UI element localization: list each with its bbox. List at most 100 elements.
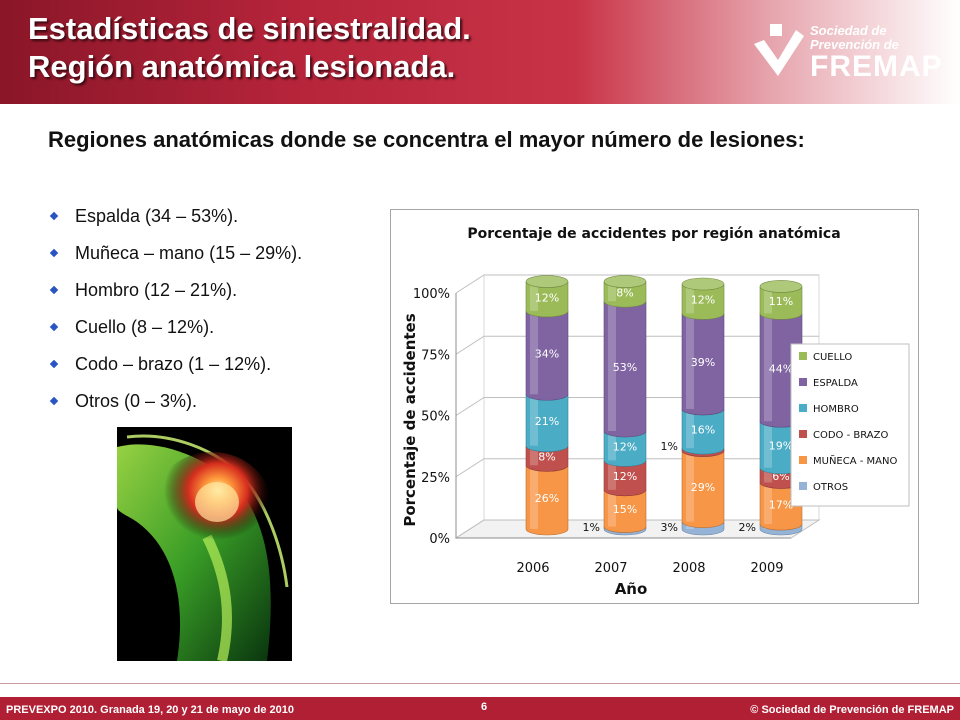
x-tick-label: 2007: [594, 561, 627, 576]
chart-legend: [790, 343, 910, 507]
bar-highlight: [686, 286, 694, 314]
shoulder-xray-image: [117, 427, 292, 661]
bar-highlight: [686, 452, 694, 522]
footer-event: PREVEXPO 2010. Granada 19, 20 y 21 de ma…: [6, 704, 294, 716]
data-label: 44%: [769, 362, 793, 375]
data-label: 8%: [616, 286, 633, 299]
data-label: 34%: [535, 348, 559, 361]
fremap-logo: Sociedad de Prevención de FREMAP: [752, 20, 942, 90]
bullet-item: Otros (0 – 3%).: [48, 383, 302, 420]
y-tick-label: 0%: [429, 532, 450, 547]
legend-label: HOMBRO: [813, 404, 859, 415]
legend-swatch: [799, 456, 807, 464]
bar-highlight: [608, 433, 616, 461]
bullet-item: Hombro (12 – 21%).: [48, 272, 302, 309]
bar-highlight: [686, 410, 694, 449]
shoulder-illustration: [117, 427, 292, 661]
bullet-diamond-icon: [49, 285, 59, 295]
bar-highlight: [686, 315, 694, 409]
bullet-item: Codo – brazo (1 – 12%).: [48, 346, 302, 383]
legend-swatch: [799, 404, 807, 412]
data-label: 1%: [583, 521, 600, 534]
data-label: 53%: [613, 361, 637, 374]
data-label: 16%: [691, 424, 715, 437]
data-label: 15%: [613, 503, 637, 516]
y-tick-label: 100%: [413, 287, 450, 302]
x-tick-label: 2009: [750, 561, 783, 576]
legend-label: OTROS: [813, 482, 848, 493]
bullet-diamond-icon: [49, 359, 59, 369]
legend-label: MUÑECA - MANO: [813, 454, 897, 467]
bullet-diamond-icon: [49, 248, 59, 258]
footer-divider: [0, 683, 960, 684]
bar-highlight: [530, 312, 538, 395]
x-axis-label: Año: [615, 580, 648, 598]
legend-swatch: [799, 352, 807, 360]
logo-text-line1: Sociedad de: [810, 23, 887, 38]
data-label: 12%: [613, 441, 637, 454]
bullet-diamond-icon: [49, 211, 59, 221]
bar-highlight: [764, 315, 772, 422]
bar-top-cap: [603, 275, 647, 288]
bar-highlight: [530, 396, 538, 446]
bar-highlight: [608, 303, 616, 431]
bar-highlight: [764, 484, 772, 525]
footer-bar: [0, 697, 960, 720]
bar-highlight: [764, 469, 772, 483]
bar-highlight: [530, 447, 538, 466]
bar-top-cap: [525, 275, 569, 288]
data-label: 8%: [538, 451, 555, 464]
bar-top-cap: [681, 277, 725, 291]
chart-title: Porcentaje de accidentes por región anat…: [467, 226, 840, 242]
data-label: 17%: [769, 498, 793, 511]
data-label: 3%: [661, 521, 678, 534]
slide-title-line2: Región anatómica lesionada.: [28, 49, 456, 84]
header-banner: [0, 0, 960, 104]
intro-text: Regiones anatómicas donde se concentra e…: [48, 127, 805, 152]
data-label: 2%: [739, 521, 756, 534]
bullet-item: Cuello (8 – 12%).: [48, 309, 302, 346]
data-label: 12%: [691, 294, 715, 307]
bar-highlight: [764, 423, 772, 468]
chart-canvas: Porcentaje de accidentes por región anat…: [401, 226, 910, 598]
legend-label: CUELLO: [813, 352, 852, 363]
bullet-list: Espalda (34 – 53%). Muñeca – mano (15 – …: [48, 198, 302, 420]
bar-highlight: [608, 462, 616, 490]
data-label: 39%: [691, 356, 715, 369]
stacked-bar-chart: Porcentaje de accidentes por región anat…: [390, 209, 919, 604]
legend-label: CODO - BRAZO: [813, 430, 888, 441]
footer-copyright: © Sociedad de Prevención de FREMAP: [750, 704, 954, 716]
slide-title-line1: Estadísticas de siniestralidad.: [28, 11, 471, 46]
logo-text-line2: Prevención de: [810, 37, 899, 52]
fremap-check-icon: [754, 24, 804, 76]
data-label: 29%: [691, 481, 715, 494]
bar-highlight: [764, 288, 772, 314]
y-tick-label: 75%: [421, 348, 450, 363]
data-label: 12%: [535, 291, 559, 304]
bar-highlight: [608, 491, 616, 527]
y-tick-label: 50%: [421, 410, 450, 425]
x-tick-label: 2006: [516, 561, 549, 576]
x-tick-label: 2008: [672, 561, 705, 576]
data-label: 26%: [535, 492, 559, 505]
legend-swatch: [799, 378, 807, 386]
data-label: 19%: [769, 439, 793, 452]
bar-highlight: [530, 283, 538, 311]
bullet-item: Muñeca – mano (15 – 29%).: [48, 235, 302, 272]
bullet-diamond-icon: [49, 396, 59, 406]
chart-gridline: [455, 274, 819, 294]
logo-text-line3: FREMAP: [810, 50, 943, 83]
legend-swatch: [799, 482, 807, 490]
bullet-diamond-icon: [49, 322, 59, 332]
page-number: 6: [481, 701, 488, 713]
data-label: 12%: [613, 470, 637, 483]
legend-label: ESPALDA: [813, 378, 858, 389]
data-label: 1%: [661, 440, 678, 453]
y-axis-label: Porcentaje de accidentes: [401, 313, 419, 526]
bar-top-cap: [759, 280, 803, 293]
data-label: 11%: [769, 295, 793, 308]
slide-title: Estadísticas de siniestralidad. Región a…: [28, 10, 471, 86]
bar-highlight: [530, 467, 538, 529]
legend-swatch: [799, 430, 807, 438]
data-label: 21%: [535, 415, 559, 428]
